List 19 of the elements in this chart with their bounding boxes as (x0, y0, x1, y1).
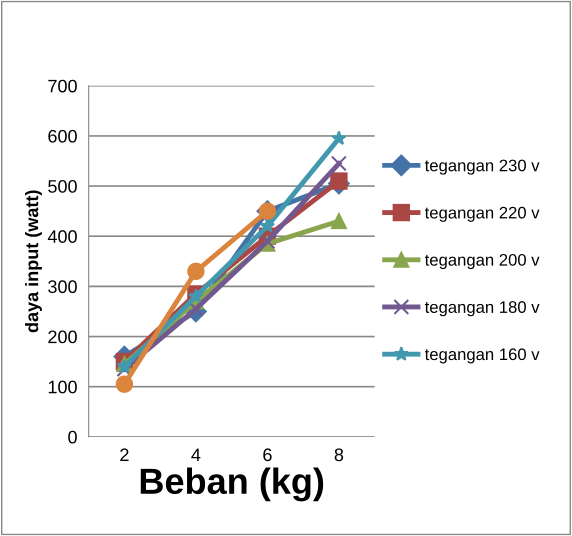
y-tick-label: 300 (48, 280, 77, 294)
x-tick-label: 4 (191, 448, 200, 462)
x-tick-label: 2 (120, 448, 129, 462)
legend-label: tegangan 200 v (424, 254, 540, 270)
y-tick-label: 500 (48, 180, 77, 193)
legend-label: tegangan 160 v (424, 348, 540, 364)
x-axis-title: Beban (kg) (140, 468, 324, 502)
x-tick-label: 6 (263, 448, 272, 462)
y-tick-label: 100 (48, 380, 77, 394)
y-tick-label: 400 (48, 230, 77, 243)
y-axis-title: daya input (watt) (25, 190, 42, 332)
legend-label: tegangan 230 v (424, 160, 540, 175)
x-tick-label: 8 (334, 448, 344, 462)
y-tick-label: 700 (48, 80, 77, 92)
y-tick-label: 600 (48, 130, 77, 143)
y-tick-label: 0 (68, 430, 77, 444)
legend-label: tegangan 180 v (424, 301, 540, 316)
legend-label: tegangan 220 v (424, 206, 540, 222)
y-tick-label: 200 (48, 330, 77, 344)
